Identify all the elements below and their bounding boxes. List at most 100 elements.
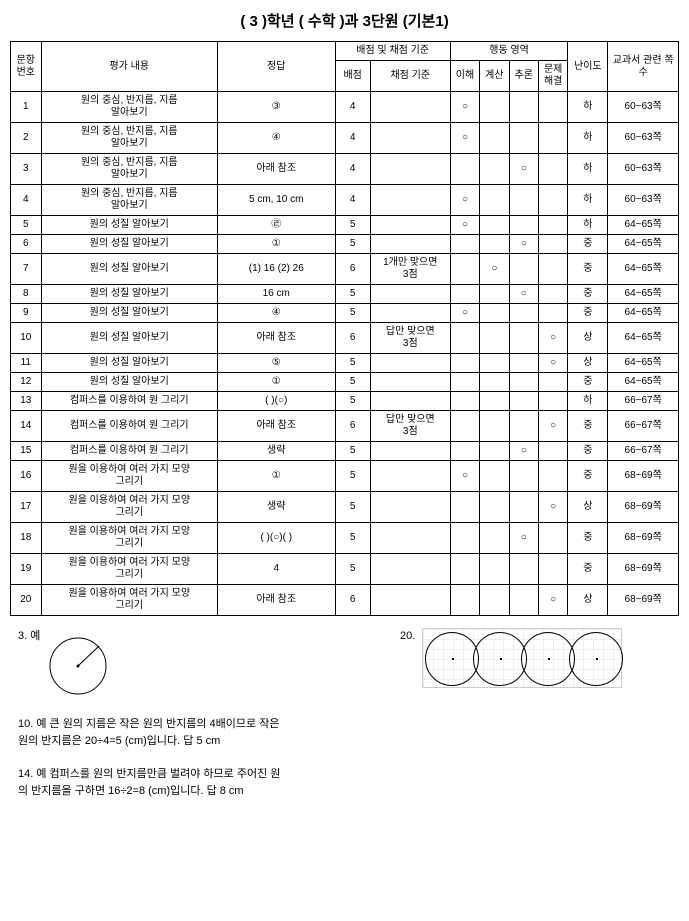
- cell: 68~69쪽: [608, 523, 679, 554]
- cell: 5: [335, 442, 370, 461]
- cell: 생략: [217, 442, 335, 461]
- hdr-content: 평가 내용: [41, 42, 217, 92]
- cell: [480, 235, 509, 254]
- cell: 답만 맞으면 3점: [370, 323, 450, 354]
- cell: [480, 442, 509, 461]
- cell: 하: [568, 154, 608, 185]
- cell: 하: [568, 185, 608, 216]
- cell: [480, 523, 509, 554]
- cell: [538, 304, 567, 323]
- cell: 12: [11, 373, 42, 392]
- cell: 5: [335, 285, 370, 304]
- cell: 원의 성질 알아보기: [41, 323, 217, 354]
- cell: [480, 354, 509, 373]
- cell: 9: [11, 304, 42, 323]
- table-row: 14컴퍼스를 이용하여 원 그리기아래 참조6답만 맞으면 3점○중66~67쪽: [11, 411, 679, 442]
- cell: 4: [335, 154, 370, 185]
- cell: [509, 492, 538, 523]
- cell: [480, 554, 509, 585]
- cell: 66~67쪽: [608, 392, 679, 411]
- cell: [370, 154, 450, 185]
- cell: 60~63쪽: [608, 123, 679, 154]
- cell: 3: [11, 154, 42, 185]
- circle-diagram-icon: [43, 628, 113, 704]
- cell: 답만 맞으면 3점: [370, 411, 450, 442]
- cell: [450, 154, 479, 185]
- cell: 64~65쪽: [608, 235, 679, 254]
- cell: [450, 411, 479, 442]
- cell: [538, 373, 567, 392]
- cell: ○: [450, 461, 479, 492]
- cell: [538, 523, 567, 554]
- cell: [509, 92, 538, 123]
- table-row: 9원의 성질 알아보기④5○중64~65쪽: [11, 304, 679, 323]
- cell: [370, 442, 450, 461]
- cell: 원을 이용하여 여러 가지 모양 그리기: [41, 554, 217, 585]
- cell: [509, 323, 538, 354]
- cell: [509, 304, 538, 323]
- table-row: 18원을 이용하여 여러 가지 모양 그리기( )(○)( )5○중68~69쪽: [11, 523, 679, 554]
- cell: [509, 185, 538, 216]
- cell: [538, 554, 567, 585]
- cell: 원의 성질 알아보기: [41, 254, 217, 285]
- cell: 중: [568, 411, 608, 442]
- cell: 64~65쪽: [608, 373, 679, 392]
- cell: [480, 411, 509, 442]
- cell: ⑤: [217, 354, 335, 373]
- cell: 원의 중심, 반지름, 지름 알아보기: [41, 185, 217, 216]
- notes-area: 3. 예 10. 예 큰 원의 지름은 작은 원의 반지름의 4배이므로 작은 …: [10, 624, 679, 824]
- cell: 중: [568, 254, 608, 285]
- table-row: 5원의 성질 알아보기㉣5○하64~65쪽: [11, 216, 679, 235]
- cell: 66~67쪽: [608, 411, 679, 442]
- cell: [480, 123, 509, 154]
- cell: 원의 중심, 반지름, 지름 알아보기: [41, 154, 217, 185]
- cell: [450, 392, 479, 411]
- cell: ○: [450, 185, 479, 216]
- cell: [509, 354, 538, 373]
- cell: [370, 216, 450, 235]
- cell: 상: [568, 492, 608, 523]
- cell: 아래 참조: [217, 585, 335, 616]
- cell: ㉣: [217, 216, 335, 235]
- cell: [450, 523, 479, 554]
- table-row: 20원을 이용하여 여러 가지 모양 그리기아래 참조6○상68~69쪽: [11, 585, 679, 616]
- table-row: 12원의 성질 알아보기①5중64~65쪽: [11, 373, 679, 392]
- cell: [538, 154, 567, 185]
- cell: 중: [568, 461, 608, 492]
- cell: 4: [335, 92, 370, 123]
- table-row: 6원의 성질 알아보기①5○중64~65쪽: [11, 235, 679, 254]
- table-row: 17원을 이용하여 여러 가지 모양 그리기생략5○상68~69쪽: [11, 492, 679, 523]
- cell: 16: [11, 461, 42, 492]
- cell: 상: [568, 354, 608, 373]
- cell: 64~65쪽: [608, 354, 679, 373]
- cell: [538, 92, 567, 123]
- cell: [538, 123, 567, 154]
- cell: ○: [450, 123, 479, 154]
- cell: ○: [538, 323, 567, 354]
- cell: [450, 373, 479, 392]
- cell: 상: [568, 323, 608, 354]
- cell: [538, 254, 567, 285]
- cell: [480, 323, 509, 354]
- cell: ○: [509, 442, 538, 461]
- note-3-label: 3. 예: [18, 630, 40, 642]
- table-row: 1원의 중심, 반지름, 지름 알아보기③4○하60~63쪽: [11, 92, 679, 123]
- cell: 5: [335, 304, 370, 323]
- cell: 원을 이용하여 여러 가지 모양 그리기: [41, 461, 217, 492]
- cell: [538, 235, 567, 254]
- cell: [370, 523, 450, 554]
- note-10: 10. 예 큰 원의 지름은 작은 원의 반지름의 4배이므로 작은 원의 반지…: [18, 716, 338, 749]
- cell: ③: [217, 92, 335, 123]
- cell: [480, 461, 509, 492]
- hdr-b3: 추론: [509, 61, 538, 92]
- cell: 5 cm, 10 cm: [217, 185, 335, 216]
- four-circles-diagram: [422, 628, 622, 688]
- cell: [370, 92, 450, 123]
- cell: [509, 554, 538, 585]
- cell: 하: [568, 92, 608, 123]
- cell: [480, 304, 509, 323]
- cell: 17: [11, 492, 42, 523]
- cell: 19: [11, 554, 42, 585]
- cell: 60~63쪽: [608, 154, 679, 185]
- cell: 64~65쪽: [608, 285, 679, 304]
